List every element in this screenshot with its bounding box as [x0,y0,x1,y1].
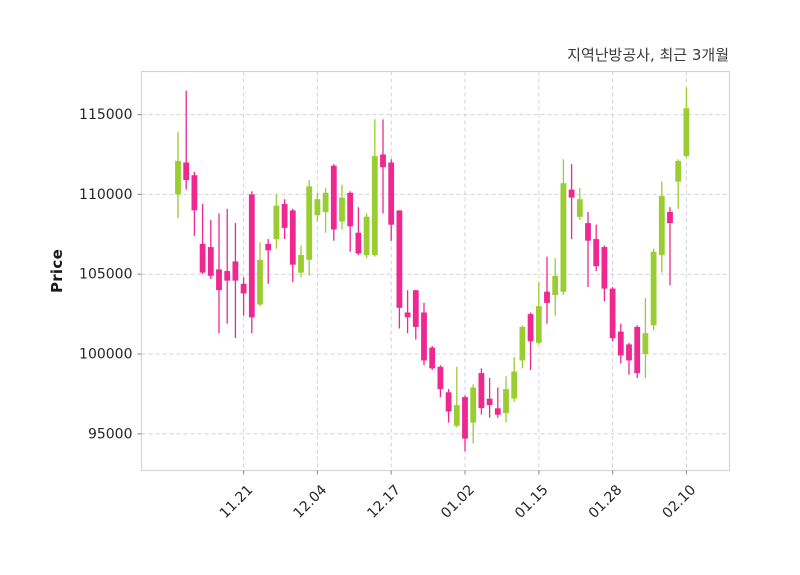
x-tick-labels: 11.21 12.04 12.17 01.02 01.15 01.28 02.10 [217,482,699,522]
candle [617,323,624,364]
x-tick-label: 01.28 [586,482,626,522]
candle [224,208,231,324]
candle [667,207,673,286]
candle [232,223,239,338]
candle [412,290,419,340]
candle [445,389,452,423]
candle [634,325,641,378]
candle [453,366,460,428]
candle [527,312,534,370]
candle [273,194,280,249]
y-tick-labels: 95000 100000 105000 110000 115000 [79,107,132,442]
candle [552,258,559,316]
candle [683,87,690,158]
candle [175,132,181,219]
candle [429,346,436,370]
candle [404,290,411,334]
candle [494,387,501,418]
candle [183,90,190,190]
candle [478,368,485,415]
candle [298,245,304,278]
candle [593,224,600,271]
tick-marks [137,113,688,475]
y-tick-label: 115000 [79,107,132,123]
candle [470,384,477,444]
candle [216,213,222,334]
candle [240,277,247,316]
candle [511,357,518,402]
candles [175,87,690,452]
candle [257,242,263,307]
y-tick-label: 110000 [79,187,132,203]
x-tick-label: 01.02 [438,482,478,522]
candle [339,184,345,230]
candle [585,211,591,287]
candle [248,191,255,334]
candle [199,204,206,275]
candle [265,239,272,284]
candle [207,219,214,279]
x-tick-label: 12.04 [291,482,331,522]
candle [355,207,362,255]
candle [330,164,337,241]
candle [314,192,321,222]
x-tick-label: 01.15 [512,482,552,522]
candle [347,191,354,252]
candle [437,365,444,398]
candle [642,298,649,378]
candle [560,159,567,295]
candle [421,302,427,366]
candle [306,180,313,276]
candle [380,119,386,214]
x-tick-label: 11.21 [217,482,257,522]
y-axis-title: Price [48,248,66,294]
candle [388,159,395,241]
candle [322,188,329,233]
y-tick-label: 95000 [88,426,133,442]
candle [519,325,526,369]
candle [462,395,468,452]
candle [486,377,493,418]
candle [650,248,657,331]
candle [371,119,378,257]
candle [626,342,632,375]
candle [363,213,370,259]
panel-border [140,70,731,472]
y-tick-label: 100000 [79,347,132,363]
candle [535,282,542,345]
candle [289,208,296,283]
candle [191,172,198,236]
candle [396,210,403,329]
candle [544,256,550,324]
candle [568,164,575,240]
candle [675,159,682,209]
candle [503,376,509,423]
candle [281,199,288,240]
candle [601,245,608,302]
x-tick-label: 02.10 [660,482,700,522]
y-tick-label: 105000 [79,267,132,283]
candle [658,181,665,273]
candle [609,287,616,342]
candle [576,188,583,220]
chart-title: 지역난방공사, 최근 3개월 [567,46,729,64]
x-tick-label: 12.17 [364,482,404,522]
